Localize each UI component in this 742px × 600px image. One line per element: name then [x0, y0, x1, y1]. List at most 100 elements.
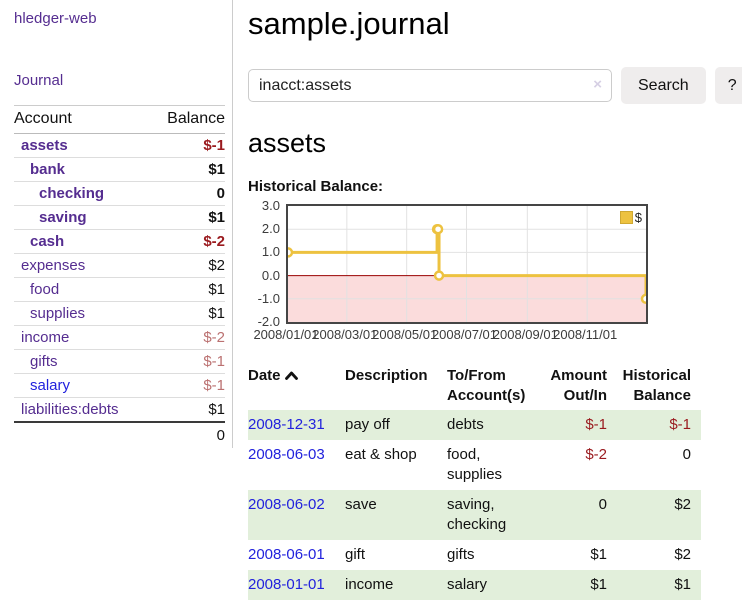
chart-x-axis: 2008/01/01 2008/03/01 2008/05/01 2008/07/01… [253, 327, 618, 342]
transaction-description: eat & shop [345, 446, 417, 463]
account-balance: $1 [149, 157, 225, 182]
transaction-date-link[interactable]: 2008-06-03 [248, 446, 325, 463]
transaction-balance: $-1 [617, 410, 701, 440]
account-link-cash[interactable]: cash [30, 233, 65, 250]
account-row: assets $-1 [14, 133, 225, 158]
account-row: liabilities:debts $1 [14, 397, 225, 423]
register-row: 2008-12-31 pay off debts $-1 $-1 [248, 410, 701, 440]
transaction-amount: $-2 [585, 446, 607, 463]
account-link-assets[interactable]: assets [21, 137, 68, 154]
register-row: 2008-06-03 eat & shop food, supplies $-2… [248, 440, 701, 490]
account-balance: $-2 [149, 229, 225, 254]
account-balance: $1 [149, 205, 225, 230]
legend-swatch-icon [619, 211, 633, 224]
account-row: gifts $-1 [14, 349, 225, 374]
account-balance: $1 [149, 397, 225, 423]
transaction-accounts: salary [447, 570, 545, 600]
account-balance: $-1 [149, 349, 225, 374]
account-balance: $-1 [149, 133, 225, 158]
register-row: 2008-06-02 save saving, checking 0 $2 [248, 490, 701, 540]
account-row: expenses $2 [14, 253, 225, 278]
accounts-table: Account Balance assets $-1 bank $1 check… [14, 105, 225, 448]
register-header-balance: Historical Balance [622, 367, 691, 404]
chart-y-axis: 3.0 2.0 1.0 0.0 -1.0 -2.0 [257, 198, 280, 329]
account-row: salary $-1 [14, 373, 225, 398]
account-link-supplies[interactable]: supplies [30, 305, 86, 322]
sidebar-nav: Journal [14, 72, 224, 89]
transaction-description: gift [345, 546, 366, 563]
app-title: hledger-web [14, 10, 224, 27]
transaction-accounts: saving, checking [447, 490, 545, 540]
account-row: income $-2 [14, 325, 225, 350]
chart-plot-area: $ [286, 204, 648, 324]
account-heading: assets [248, 128, 327, 158]
transaction-balance: 0 [682, 446, 691, 463]
transaction-accounts: gifts [447, 546, 475, 563]
accounts-header-account: Account [14, 105, 150, 134]
transaction-date-link[interactable]: 2008-06-02 [248, 496, 325, 513]
sidebar: hledger-web Journal Account Balance asse… [0, 0, 233, 448]
account-balance: 0 [149, 181, 225, 206]
page-title: sample.journal [248, 6, 450, 41]
account-row: cash $-2 [14, 229, 225, 254]
register-table: Date Description To/From Account(s) Amou… [248, 362, 701, 600]
transaction-amount: 0 [545, 490, 617, 540]
search-button[interactable]: Search [621, 67, 706, 104]
transaction-date-link[interactable]: 2008-12-31 [248, 416, 325, 433]
balance-chart: 3.0 2.0 1.0 0.0 -1.0 -2.0 $ 2008/01/01 2008/03… [248, 198, 668, 343]
accounts-total-value: 0 [14, 421, 225, 448]
app-title-link[interactable]: hledger-web [14, 10, 97, 27]
transaction-description: income [345, 570, 447, 600]
accounts-total-row: 0 [14, 421, 225, 448]
register-header-date[interactable]: Date [248, 362, 345, 410]
transaction-date-link[interactable]: 2008-01-01 [248, 576, 325, 593]
account-link-salary[interactable]: salary [30, 377, 71, 394]
register-header-description: Description [345, 367, 428, 384]
transaction-amount: $1 [545, 570, 617, 600]
transaction-accounts: food, supplies [447, 446, 503, 483]
account-balance: $1 [149, 277, 225, 302]
sidebar-item-journal[interactable]: Journal [14, 72, 64, 89]
clear-search-icon[interactable]: × [593, 76, 602, 93]
chart-title: Historical Balance: [248, 178, 384, 195]
chart-legend: $ [617, 209, 644, 226]
transaction-balance: $1 [617, 570, 701, 600]
transaction-description: pay off [345, 410, 447, 440]
account-balance: $-1 [149, 373, 225, 398]
transaction-balance: $2 [674, 546, 691, 563]
main-content: sample.journal × Search ? assets Histori… [233, 0, 742, 600]
account-link-food[interactable]: food [30, 281, 60, 298]
transaction-description: save [345, 490, 447, 540]
transaction-balance: $2 [617, 490, 701, 540]
search-input[interactable] [248, 69, 612, 102]
register-row: 2008-01-01 income salary $1 $1 [248, 570, 701, 600]
account-balance: $2 [149, 253, 225, 278]
register-header-amount: Amount Out/In [550, 367, 607, 404]
account-row: saving $1 [14, 205, 225, 230]
account-link-gifts[interactable]: gifts [30, 353, 58, 370]
account-row: supplies $1 [14, 301, 225, 326]
account-balance: $1 [149, 301, 225, 326]
account-link-expenses[interactable]: expenses [21, 257, 86, 274]
account-link-liabilities-debts[interactable]: liabilities:debts [21, 401, 119, 418]
transaction-accounts: debts [447, 410, 545, 440]
account-balance: $-2 [149, 325, 225, 350]
account-link-income[interactable]: income [21, 329, 70, 346]
account-row: bank $1 [14, 157, 225, 182]
register-row: 2008-06-01 gift gifts $1 $2 [248, 540, 701, 570]
search-form: × Search ? [248, 67, 742, 104]
legend-label: $ [634, 210, 642, 225]
help-button[interactable]: ? [714, 67, 742, 104]
account-link-bank[interactable]: bank [30, 161, 66, 178]
transaction-amount: $-1 [545, 410, 617, 440]
account-link-checking[interactable]: checking [39, 185, 105, 202]
sort-ascending-icon [284, 367, 298, 384]
accounts-header-balance: Balance [149, 105, 225, 134]
register-header-accounts: To/From Account(s) [447, 367, 526, 404]
transaction-date-link[interactable]: 2008-06-01 [248, 546, 325, 563]
account-row: checking 0 [14, 181, 225, 206]
transaction-amount: $1 [590, 546, 607, 563]
account-row: food $1 [14, 277, 225, 302]
chart-plot [288, 206, 646, 322]
account-link-saving[interactable]: saving [39, 209, 87, 226]
